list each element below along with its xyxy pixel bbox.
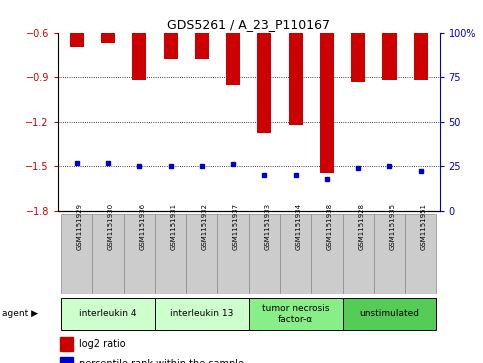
FancyBboxPatch shape xyxy=(342,214,374,294)
Text: percentile rank within the sample: percentile rank within the sample xyxy=(79,359,244,363)
Text: GSM1151930: GSM1151930 xyxy=(108,203,114,250)
Text: GSM1151933: GSM1151933 xyxy=(264,203,270,250)
Text: GSM1151929: GSM1151929 xyxy=(77,203,83,250)
FancyBboxPatch shape xyxy=(249,298,342,330)
Bar xyxy=(70,33,84,48)
Text: GSM1151936: GSM1151936 xyxy=(139,203,145,250)
Text: unstimulated: unstimulated xyxy=(359,310,420,318)
FancyBboxPatch shape xyxy=(92,214,124,294)
Bar xyxy=(414,33,428,80)
FancyBboxPatch shape xyxy=(186,214,217,294)
Text: tumor necrosis
factor-α: tumor necrosis factor-α xyxy=(262,304,329,324)
Bar xyxy=(226,33,240,85)
FancyBboxPatch shape xyxy=(217,214,249,294)
FancyBboxPatch shape xyxy=(280,214,312,294)
Text: GSM1151951: GSM1151951 xyxy=(421,203,427,250)
FancyBboxPatch shape xyxy=(249,214,280,294)
FancyBboxPatch shape xyxy=(312,214,342,294)
FancyBboxPatch shape xyxy=(61,214,92,294)
FancyBboxPatch shape xyxy=(124,214,155,294)
FancyBboxPatch shape xyxy=(374,214,405,294)
Bar xyxy=(320,33,334,174)
Text: agent ▶: agent ▶ xyxy=(2,310,39,318)
Text: GSM1151937: GSM1151937 xyxy=(233,203,239,250)
Bar xyxy=(257,33,271,134)
Bar xyxy=(164,33,178,59)
Text: GSM1151932: GSM1151932 xyxy=(202,203,208,250)
Bar xyxy=(60,337,73,351)
FancyBboxPatch shape xyxy=(61,298,155,330)
FancyBboxPatch shape xyxy=(155,214,186,294)
Bar xyxy=(60,357,73,363)
Text: interleukin 13: interleukin 13 xyxy=(170,310,233,318)
Text: GSM1151935: GSM1151935 xyxy=(389,203,396,250)
Text: GSM1151938: GSM1151938 xyxy=(327,203,333,250)
Text: GSM1151934: GSM1151934 xyxy=(296,203,302,250)
Bar xyxy=(351,33,365,82)
Bar xyxy=(101,33,115,43)
FancyBboxPatch shape xyxy=(405,214,437,294)
FancyBboxPatch shape xyxy=(155,298,249,330)
Text: GSM1151928: GSM1151928 xyxy=(358,203,364,250)
Text: interleukin 4: interleukin 4 xyxy=(79,310,137,318)
Text: log2 ratio: log2 ratio xyxy=(79,339,126,349)
Bar xyxy=(132,33,146,80)
Title: GDS5261 / A_23_P110167: GDS5261 / A_23_P110167 xyxy=(167,19,330,32)
Text: GSM1151931: GSM1151931 xyxy=(170,203,177,250)
Bar xyxy=(383,33,397,80)
FancyBboxPatch shape xyxy=(342,298,437,330)
Bar xyxy=(289,33,303,125)
Bar xyxy=(195,33,209,59)
